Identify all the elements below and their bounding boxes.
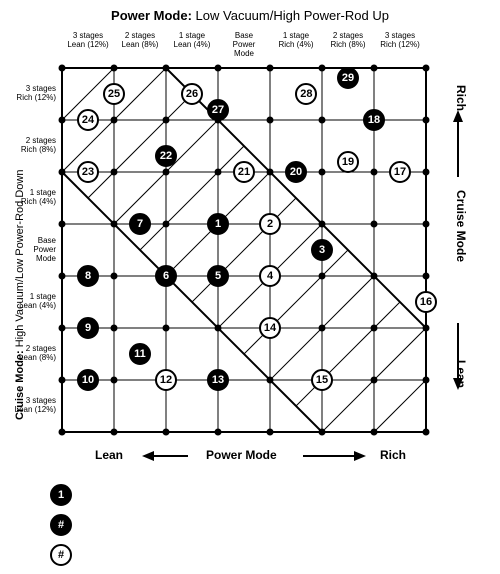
grid-svg: [0, 0, 500, 574]
node-4: 4: [259, 265, 281, 287]
node-20: 20: [285, 161, 307, 183]
right-cruise-label: Cruise Mode: [454, 190, 468, 262]
left-axis-label: Cruise Mode: High Vacuum/Low Power-Rod D…: [14, 170, 26, 420]
node-24: 24: [77, 109, 99, 131]
node-21: 21: [233, 161, 255, 183]
top-tick: 1 stageLean (4%): [167, 32, 217, 50]
node-28: 28: [295, 83, 317, 105]
top-tick: 3 stagesRich (12%): [375, 32, 425, 50]
node-5: 5: [207, 265, 229, 287]
node-15: 15: [311, 369, 333, 391]
node-9: 9: [77, 317, 99, 339]
node-25: 25: [103, 83, 125, 105]
node-8: 8: [77, 265, 99, 287]
top-tick: BasePowerMode: [219, 32, 269, 58]
node-1: 1: [207, 213, 229, 235]
top-tick: 3 stagesLean (12%): [63, 32, 113, 50]
node-13: 13: [207, 369, 229, 391]
node-2: 2: [259, 213, 281, 235]
right-lean-label: Lean: [454, 360, 468, 388]
title-mode: Low Vacuum/High Power-Rod Up: [196, 8, 389, 23]
node-6: 6: [155, 265, 177, 287]
legend-item: #: [50, 514, 72, 536]
node-17: 17: [389, 161, 411, 183]
node-22: 22: [155, 145, 177, 167]
legend-item: #: [50, 544, 72, 566]
top-tick: 2 stagesRich (8%): [323, 32, 373, 50]
top-tick: 1 stageRich (4%): [271, 32, 321, 50]
node-29: 29: [337, 67, 359, 89]
bottom-power-label: Power Mode: [206, 448, 277, 462]
node-18: 18: [363, 109, 385, 131]
node-27: 27: [207, 99, 229, 121]
node-10: 10: [77, 369, 99, 391]
top-tick: 2 stagesLean (8%): [115, 32, 165, 50]
node-7: 7: [129, 213, 151, 235]
node-3: 3: [311, 239, 333, 261]
chart-title: Power Mode: Low Vacuum/High Power-Rod Up: [0, 8, 500, 23]
bottom-rich-label: Rich: [380, 448, 406, 462]
legend-item: 1: [50, 484, 72, 506]
node-26: 26: [181, 83, 203, 105]
bottom-lean-label: Lean: [95, 448, 123, 462]
node-23: 23: [77, 161, 99, 183]
left-tick: 2 stagesRich (8%): [6, 137, 56, 155]
left-tick: 3 stagesRich (12%): [6, 85, 56, 103]
node-11: 11: [129, 343, 151, 365]
node-14: 14: [259, 317, 281, 339]
node-16: 16: [415, 291, 437, 313]
right-rich-label: Rich: [454, 85, 468, 111]
node-12: 12: [155, 369, 177, 391]
title-prefix: Power Mode:: [111, 8, 196, 23]
node-19: 19: [337, 151, 359, 173]
